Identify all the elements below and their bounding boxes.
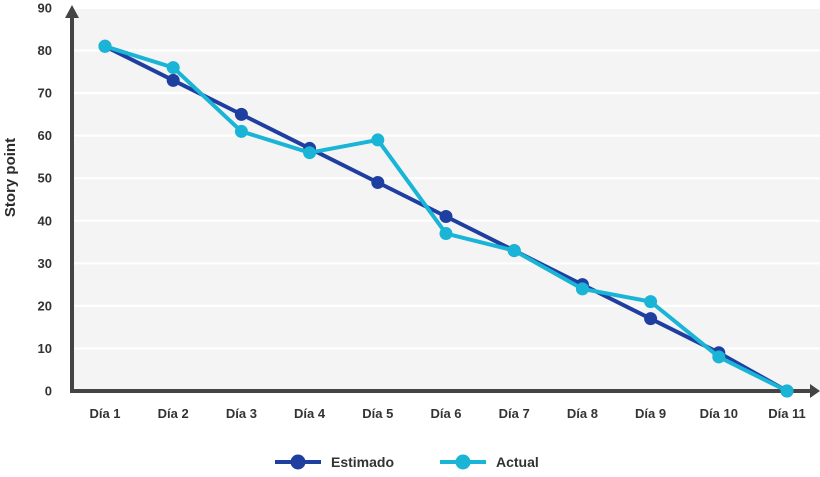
legend: Estimado Actual (275, 454, 539, 470)
legend-label: Actual (496, 454, 539, 470)
x-tick-label: Día 4 (294, 406, 326, 421)
y-tick-label: 60 (38, 128, 52, 143)
y-axis-title: Story point (2, 138, 19, 217)
x-tick-label: Día 11 (768, 406, 806, 421)
data-point (644, 295, 658, 309)
x-tick-label: Día 7 (499, 406, 530, 421)
data-point (371, 133, 385, 147)
x-tick-label: Día 6 (430, 406, 461, 421)
y-tick-label: 50 (38, 171, 52, 186)
y-tick-label: 30 (38, 256, 52, 271)
data-point (507, 244, 521, 258)
axes (65, 5, 820, 398)
y-tick-label: 70 (38, 86, 52, 101)
x-tick-label: Día 3 (226, 406, 257, 421)
data-point (439, 210, 453, 224)
x-tick-labels: Día 1 Día 2 Día 3 Día 4 Día 5 Día 6 Día 7 Día 8… (89, 406, 805, 421)
y-tick-label: 80 (38, 43, 52, 58)
data-point (439, 227, 453, 241)
x-tick-label: Día 5 (362, 406, 393, 421)
y-tick-labels: 0 10 20 30 40 50 60 70 80 90 (38, 1, 52, 399)
y-tick-label: 20 (38, 298, 52, 313)
legend-label: Estimado (331, 454, 394, 470)
y-tick-label: 90 (38, 1, 52, 16)
data-point (303, 146, 317, 160)
x-tick-label: Día 9 (635, 406, 666, 421)
data-point (234, 107, 248, 121)
data-point (166, 61, 180, 75)
series (98, 39, 794, 398)
x-tick-label: Día 2 (158, 406, 189, 421)
data-point (371, 175, 385, 189)
data-point (644, 312, 658, 326)
y-axis-arrow (65, 5, 79, 18)
data-point (575, 282, 589, 296)
data-point (166, 73, 180, 87)
x-tick-label: Día 10 (700, 406, 738, 421)
x-tick-label: Día 1 (89, 406, 120, 421)
data-point (234, 124, 248, 138)
data-point (98, 39, 112, 53)
legend-marker (455, 454, 471, 470)
legend-marker (290, 454, 306, 470)
data-point (712, 350, 726, 364)
series-actual (98, 39, 794, 398)
x-tick-label: Día 8 (567, 406, 598, 421)
y-tick-label: 40 (38, 213, 52, 228)
y-tick-label: 0 (45, 384, 52, 399)
legend-item: Estimado (275, 454, 394, 470)
plot-background (72, 8, 820, 391)
x-axis-arrow (810, 384, 820, 398)
data-point (780, 384, 794, 398)
y-tick-label: 10 (38, 341, 52, 356)
legend-item: Actual (440, 454, 539, 470)
